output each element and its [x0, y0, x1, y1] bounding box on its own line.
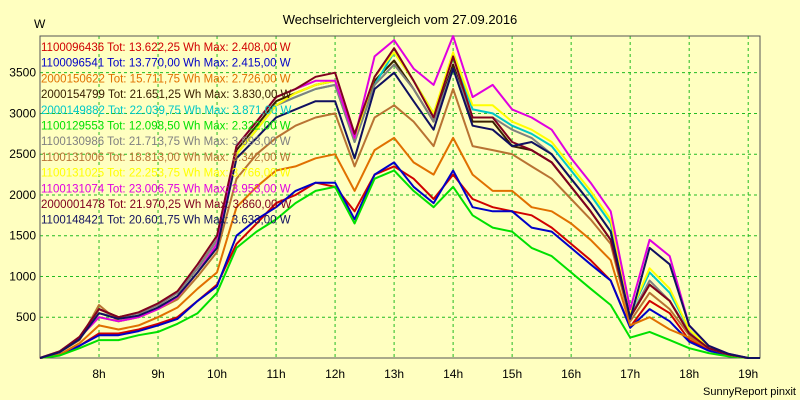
y-tick-label: 1000 [9, 269, 36, 283]
legend-entry-1100131025: 1100131025 Tot: 22.253,75 Wh Max: 3.766,… [41, 168, 291, 180]
y-tick-labels: 500 1000 1500 2000 2500 3000 3500 [9, 66, 36, 325]
x-tick-label: 15h [502, 367, 522, 381]
legend-entry-2000150622: 2000150622 Tot: 15.711,75 Wh Max: 2.726,… [41, 73, 291, 85]
legend-entry-1100096436: 1100096436 Tot: 13.622,25 Wh Max: 2.408,… [41, 42, 291, 54]
y-tick-label: 1500 [9, 229, 36, 243]
x-tick-label: 16h [561, 367, 581, 381]
series-line-1100148421 [39, 67, 760, 359]
y-tick-label: 2000 [9, 188, 36, 202]
y-tick-label: 3500 [9, 66, 36, 80]
series-line-2000001478 [39, 47, 760, 359]
y-tick-label: 2500 [9, 147, 36, 161]
y-tick-label: 3000 [9, 106, 36, 120]
series-line-1100096541 [39, 161, 760, 359]
x-tick-label: 10h [207, 367, 227, 381]
y-tick-label: 500 [16, 310, 36, 324]
series-lines [39, 35, 760, 359]
series-line-1100130986 [39, 63, 760, 359]
x-tick-label: 9h [151, 367, 164, 381]
plot-frame [39, 35, 761, 359]
legend-entry-1100131006: 1100131006 Tot: 18.813,00 Wh Max: 3.342,… [41, 152, 291, 164]
legend-entry-1100130986: 1100130986 Tot: 21.713,75 Wh Max: 3.693,… [41, 136, 291, 148]
legend-entry-2000149882: 2000149882 Tot: 22.039,75 Wh Max: 3.871,… [41, 105, 292, 117]
x-tick-label: 19h [738, 367, 758, 381]
x-tick-label: 8h [92, 367, 105, 381]
x-tick-label: 12h [325, 367, 345, 381]
x-tick-label: 17h [620, 367, 640, 381]
legend-entry-1100129553: 1100129553 Tot: 12.098,50 Wh Max: 2.322,… [41, 121, 291, 133]
x-tick-labels: 8h 9h 10h 11h 12h 13h 14h 15h 16h 17h 18h 19h [92, 367, 758, 381]
series-line-1100131074 [39, 35, 760, 359]
legend-entry-2000001478: 2000001478 Tot: 21.970,25 Wh Max: 3.860,… [41, 199, 292, 211]
legend-entry-1100148421: 1100148421 Tot: 20.601,75 Wh Max: 3.633,… [41, 215, 291, 227]
series-line-1100129553 [39, 169, 760, 359]
x-tick-label: 18h [679, 367, 699, 381]
legend: 1100096436 Tot: 13.622,25 Wh Max: 2.408,… [41, 42, 292, 227]
y-axis-label: W [34, 17, 46, 31]
series-line-2000150622 [39, 136, 760, 359]
x-tick-label: 13h [384, 367, 404, 381]
x-tick-label: 11h [266, 367, 285, 381]
series-line-1100096436 [39, 165, 760, 359]
axes [39, 35, 761, 359]
legend-entry-2000154799: 2000154799 Tot: 21.651,25 Wh Max: 3.830,… [41, 89, 292, 101]
credit-label: SunnyReport pinxit [703, 386, 796, 398]
x-tick-label: 14h [443, 367, 463, 381]
legend-entry-1100096541: 1100096541 Tot: 13.770,00 Wh Max: 2.415,… [41, 58, 291, 70]
chart-title: Wechselrichtervergleich vom 27.09.2016 [283, 12, 518, 27]
legend-entry-1100131074: 1100131074 Tot: 23.006,75 Wh Max: 3.953,… [41, 183, 291, 195]
